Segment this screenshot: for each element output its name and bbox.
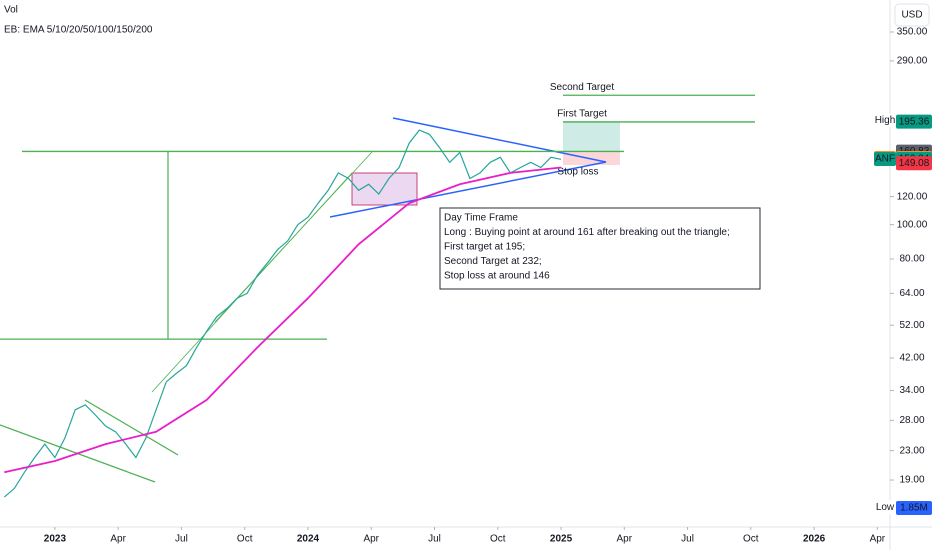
y-tick-label: 34.00 — [899, 385, 924, 396]
price-tag: Low — [876, 502, 895, 513]
y-tick-label: 19.00 — [899, 475, 924, 486]
price-tag: ANF — [875, 154, 895, 165]
stop-label: Stop loss — [557, 167, 598, 178]
drawings — [0, 117, 761, 483]
trend-line — [392, 117, 607, 163]
note-line: Stop loss at around 146 — [444, 271, 550, 282]
x-tick-label: Apr — [363, 534, 379, 545]
target-zone — [563, 121, 620, 152]
x-tick-label: Apr — [110, 534, 126, 545]
indicator-subtitle: EB: EMA 5/10/20/50/100/150/200 — [4, 25, 153, 36]
x-tick-label: 2026 — [803, 534, 826, 545]
y-tick-label: 23.00 — [899, 445, 924, 456]
price-tag-box — [874, 500, 896, 515]
price-tag-box — [874, 152, 896, 167]
price-tag-box — [874, 113, 896, 128]
indicator-title: Vol — [4, 5, 18, 16]
x-tick-label: Oct — [743, 534, 759, 545]
price-label: 149.08 — [899, 158, 930, 169]
level-label: Second Target — [550, 82, 615, 93]
y-tick-label: 350.00 — [897, 27, 928, 38]
level-label: First Target — [557, 109, 607, 120]
x-tick-label: Oct — [237, 534, 253, 545]
y-tick-label: 100.00 — [897, 219, 928, 230]
currency-button[interactable] — [894, 3, 930, 27]
note-line: First target at 195; — [444, 242, 525, 253]
note-line: Long : Buying point at around 161 after … — [444, 227, 730, 238]
price-label-box — [896, 114, 932, 129]
channel-line — [214, 151, 373, 323]
y-tick-label: 120.00 — [897, 191, 928, 202]
y-tick-label: 64.00 — [899, 288, 924, 299]
x-tick-label: 2023 — [44, 534, 67, 545]
note-box — [439, 207, 761, 290]
y-tick-label: 42.00 — [899, 353, 924, 364]
y-tick-label: 80.00 — [899, 254, 924, 265]
x-tick-label: 2024 — [297, 534, 320, 545]
trend-line — [329, 161, 607, 218]
channel-line — [84, 399, 179, 456]
note-line: Day Time Frame — [444, 213, 518, 224]
price-line — [4, 166, 562, 474]
price-tag: High — [875, 115, 896, 126]
note-line: Second Target at 232; — [444, 256, 542, 267]
volume-label: 1.85M — [900, 503, 928, 514]
x-tick-label: Apr — [870, 534, 886, 545]
currency[interactable]: USD — [901, 10, 922, 21]
price-label: 195.36 — [899, 116, 930, 127]
y-tick-label: 28.00 — [899, 415, 924, 426]
y-tick-label: 52.00 — [899, 320, 924, 331]
price-line — [3, 129, 562, 498]
x-tick-label: Jul — [681, 534, 694, 545]
y-tick-label: 290.00 — [897, 56, 928, 67]
x-tick-label: 2025 — [550, 534, 573, 545]
x-tick-label: Jul — [428, 534, 441, 545]
volume-label-box — [896, 501, 932, 515]
x-tick-label: Oct — [490, 534, 506, 545]
x-tick-label: Jul — [175, 534, 188, 545]
x-tick-label: Apr — [617, 534, 633, 545]
price-label-box — [896, 156, 932, 171]
range-box — [351, 172, 418, 206]
